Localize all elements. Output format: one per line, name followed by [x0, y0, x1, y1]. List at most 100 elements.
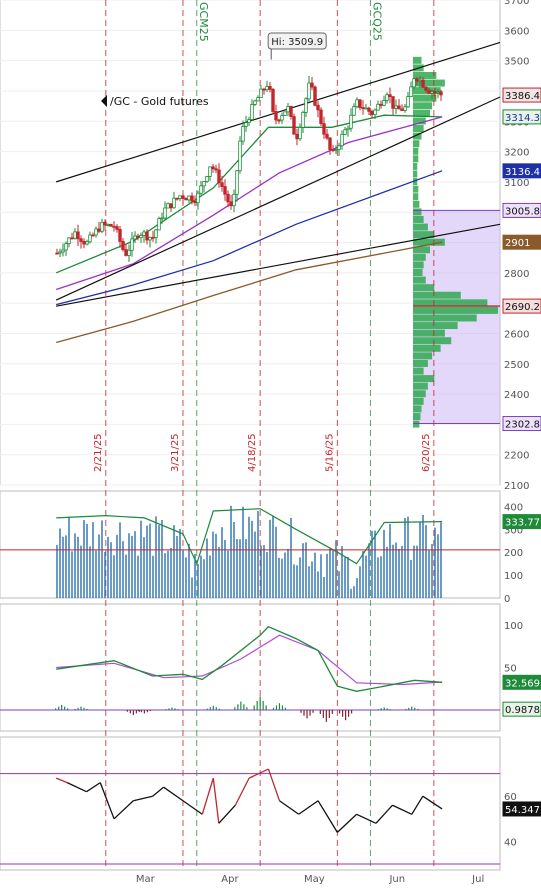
candle-body — [355, 99, 359, 107]
rsi-segment — [317, 800, 338, 833]
profile-bin — [413, 102, 433, 110]
price-tick-label: 3500 — [504, 57, 529, 68]
osc-tick-label: 100 — [504, 621, 523, 632]
candle-body — [301, 111, 305, 128]
rsi-segment — [375, 804, 393, 824]
candle-body — [337, 145, 341, 150]
osc-main-line — [56, 625, 443, 692]
rsi-segment — [66, 782, 87, 793]
price-badge-box — [502, 87, 541, 103]
candle-body — [343, 129, 347, 135]
candle-body — [187, 195, 191, 201]
candle-body — [67, 237, 71, 244]
trendline — [55, 41, 501, 183]
candle-body — [199, 185, 203, 194]
volume-tick-label: 300 — [504, 525, 523, 536]
price-tick-label: 2600 — [504, 329, 529, 340]
price-badges: 3386.4 3314.3 3136.4 3005.8 2901 2690.2 2302.8… — [502, 87, 541, 817]
profile-bin — [413, 413, 421, 420]
event-date-label: 2/21/25 — [93, 433, 104, 472]
candle-body — [238, 140, 242, 172]
profile-bin — [413, 238, 445, 246]
candle-body — [118, 228, 122, 242]
candle-body — [82, 241, 86, 245]
candle-body — [61, 249, 65, 253]
profile-bin — [413, 147, 419, 155]
price-tick-label: 2200 — [504, 451, 529, 462]
volume-badge-text: 333.77 — [505, 518, 540, 529]
candle-body — [277, 119, 281, 122]
price-badge-text: 3386.4 — [505, 91, 540, 102]
profile-bin — [413, 284, 435, 292]
profile-bin — [413, 215, 424, 223]
price-badge-text: 3136.4 — [505, 167, 540, 178]
candle-body — [406, 96, 410, 108]
profile-bin — [413, 79, 445, 87]
contract-label: GCM25 — [197, 2, 210, 42]
candle-body — [103, 221, 107, 226]
candle-body — [157, 218, 161, 231]
candle-body — [379, 103, 383, 106]
profile-bin — [413, 375, 435, 383]
candle-body — [274, 111, 278, 121]
price-tick-label: 2500 — [504, 360, 529, 371]
candle-body — [313, 86, 317, 106]
candle-body — [424, 86, 428, 91]
candle-body — [358, 99, 362, 108]
rsi-segment — [218, 804, 236, 824]
rsi-segment — [392, 804, 413, 815]
rsi-segment — [55, 777, 68, 784]
candle-body — [133, 235, 137, 240]
candle-body — [376, 103, 380, 111]
trendline — [56, 223, 501, 307]
overlay-ma_long — [56, 241, 443, 344]
candle-body — [202, 181, 206, 187]
price-tick-label: 2800 — [504, 269, 529, 280]
candle-body — [295, 133, 299, 140]
candle-body — [430, 91, 434, 94]
candle-body — [400, 108, 404, 111]
month-label: May — [304, 874, 325, 885]
candle-body — [112, 225, 116, 228]
candle-body — [289, 106, 293, 117]
candle-body — [136, 235, 140, 239]
volume-tick-label: 0 — [504, 594, 510, 605]
candle-body — [226, 193, 230, 203]
price-badge-box — [502, 298, 541, 314]
candle-body — [166, 203, 170, 209]
rsi-segment — [279, 800, 300, 815]
candle-body — [142, 231, 146, 236]
price-tick-label: 2400 — [504, 390, 529, 401]
candle-body — [154, 229, 158, 238]
event-date-label: 5/16/25 — [324, 433, 335, 472]
candle-body — [286, 106, 290, 113]
volume-tick-label: 100 — [504, 571, 523, 582]
profile-bin — [413, 405, 422, 413]
candle-body — [208, 166, 212, 177]
candle-body — [421, 79, 425, 88]
candle-body — [331, 149, 335, 151]
candle-body — [319, 109, 323, 124]
candle-body — [151, 236, 155, 239]
price-tick-label: 3600 — [504, 26, 529, 37]
profile-bin — [413, 352, 433, 360]
candle-body — [58, 251, 62, 254]
candle-body — [100, 221, 104, 232]
osc-hist-badge-text: 0.9878 — [505, 705, 540, 716]
price-tick-label: 3100 — [504, 178, 529, 189]
trendlines — [55, 41, 501, 307]
candle-body — [160, 217, 164, 220]
candle-body — [145, 231, 149, 241]
profile-bin — [413, 87, 441, 95]
profile-bin — [413, 269, 423, 277]
rsi-panel — [0, 768, 500, 865]
profile-bin — [413, 276, 426, 284]
profile-bin — [413, 299, 488, 307]
price-badge-text: 3314.3 — [505, 113, 540, 124]
candle-body — [211, 166, 215, 170]
candle-body — [169, 203, 173, 209]
candle-body — [196, 192, 200, 204]
osc-tick-label: 50 — [504, 664, 517, 675]
profile-bin — [413, 306, 498, 314]
event-lines — [105, 0, 435, 870]
